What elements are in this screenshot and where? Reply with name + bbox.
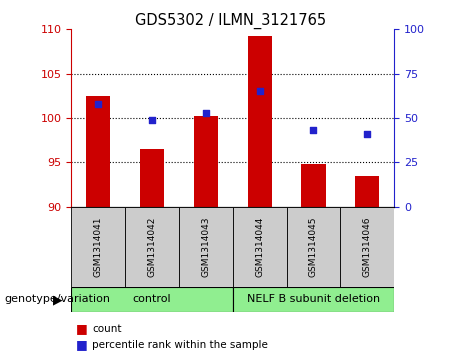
- Text: percentile rank within the sample: percentile rank within the sample: [92, 340, 268, 350]
- Bar: [71, 287, 233, 312]
- Point: [148, 117, 156, 123]
- Text: ■: ■: [76, 338, 88, 351]
- Text: control: control: [133, 294, 171, 305]
- Bar: [125, 207, 179, 287]
- Bar: [179, 207, 233, 287]
- Bar: [355, 176, 379, 207]
- Bar: [140, 149, 164, 207]
- Bar: [233, 287, 394, 312]
- Text: GSM1314044: GSM1314044: [255, 217, 264, 277]
- Text: GSM1314041: GSM1314041: [94, 217, 103, 277]
- Text: GSM1314043: GSM1314043: [201, 217, 210, 277]
- Bar: [86, 96, 111, 207]
- Text: ■: ■: [76, 322, 88, 335]
- Text: GSM1314046: GSM1314046: [363, 217, 372, 277]
- Bar: [248, 36, 272, 207]
- Bar: [233, 207, 287, 287]
- Bar: [287, 207, 340, 287]
- Point: [310, 127, 317, 133]
- Text: count: count: [92, 323, 122, 334]
- Text: genotype/variation: genotype/variation: [5, 294, 111, 305]
- Text: NELF B subunit deletion: NELF B subunit deletion: [247, 294, 380, 305]
- Point: [202, 110, 210, 115]
- Bar: [340, 207, 394, 287]
- Bar: [301, 164, 325, 207]
- Point: [364, 131, 371, 137]
- Point: [256, 88, 263, 94]
- Point: [95, 101, 102, 107]
- Text: GSM1314042: GSM1314042: [148, 217, 157, 277]
- Bar: [71, 207, 125, 287]
- Text: GSM1314045: GSM1314045: [309, 217, 318, 277]
- Text: GDS5302 / ILMN_3121765: GDS5302 / ILMN_3121765: [135, 13, 326, 29]
- Bar: [194, 116, 218, 207]
- Text: ▶: ▶: [53, 293, 62, 306]
